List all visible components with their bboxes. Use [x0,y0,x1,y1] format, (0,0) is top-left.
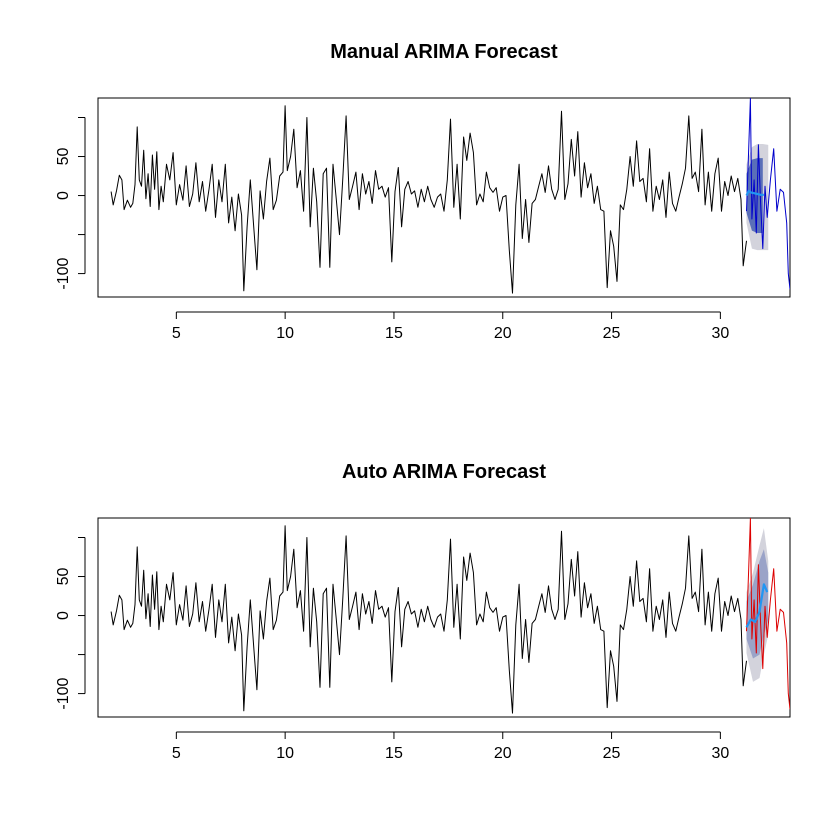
manual-arima-chart: Manual ARIMA Forecast 5 10 15 20 25 30 -100 0 50 [55,41,791,342]
y-tick-label: 0 [55,191,72,200]
x-tick-label: 20 [494,745,512,762]
y-tick-label: 50 [55,568,72,586]
plot-area [110,98,790,294]
x-tick-label: 10 [276,745,294,762]
auto-arima-chart: Auto ARIMA Forecast 5 10 15 20 25 30 -100 0 50 [55,461,791,762]
plot-area [110,518,790,714]
history-series-line [110,105,747,294]
history-series-line [110,525,747,714]
y-tick-label: -100 [55,257,72,289]
test-series-line [746,518,790,710]
x-axis: 5 10 15 20 25 30 [172,731,729,762]
x-tick-label: 30 [711,325,729,342]
y-axis: -100 0 50 [55,117,86,290]
auto-arima-title: Auto ARIMA Forecast [342,461,546,483]
plot-frame [97,517,791,718]
x-tick-label: 15 [385,745,403,762]
x-tick-label: 5 [172,325,181,342]
x-tick-label: 10 [276,325,294,342]
x-tick-label: 5 [172,745,181,762]
forecast-mean-line [745,583,769,628]
manual-arima-title: Manual ARIMA Forecast [330,41,558,63]
x-tick-label: 30 [711,745,729,762]
y-tick-label: 0 [55,611,72,620]
x-axis: 5 10 15 20 25 30 [172,311,729,342]
x-tick-label: 20 [494,325,512,342]
forecast-mean-line [745,189,764,196]
plot-frame [97,97,791,298]
y-axis: -100 0 50 [55,537,86,710]
test-series-line [746,98,790,290]
x-tick-label: 25 [603,745,621,762]
x-tick-label: 15 [385,325,403,342]
y-tick-label: 50 [55,148,72,166]
y-tick-label: -100 [55,677,72,709]
x-tick-label: 25 [603,325,621,342]
